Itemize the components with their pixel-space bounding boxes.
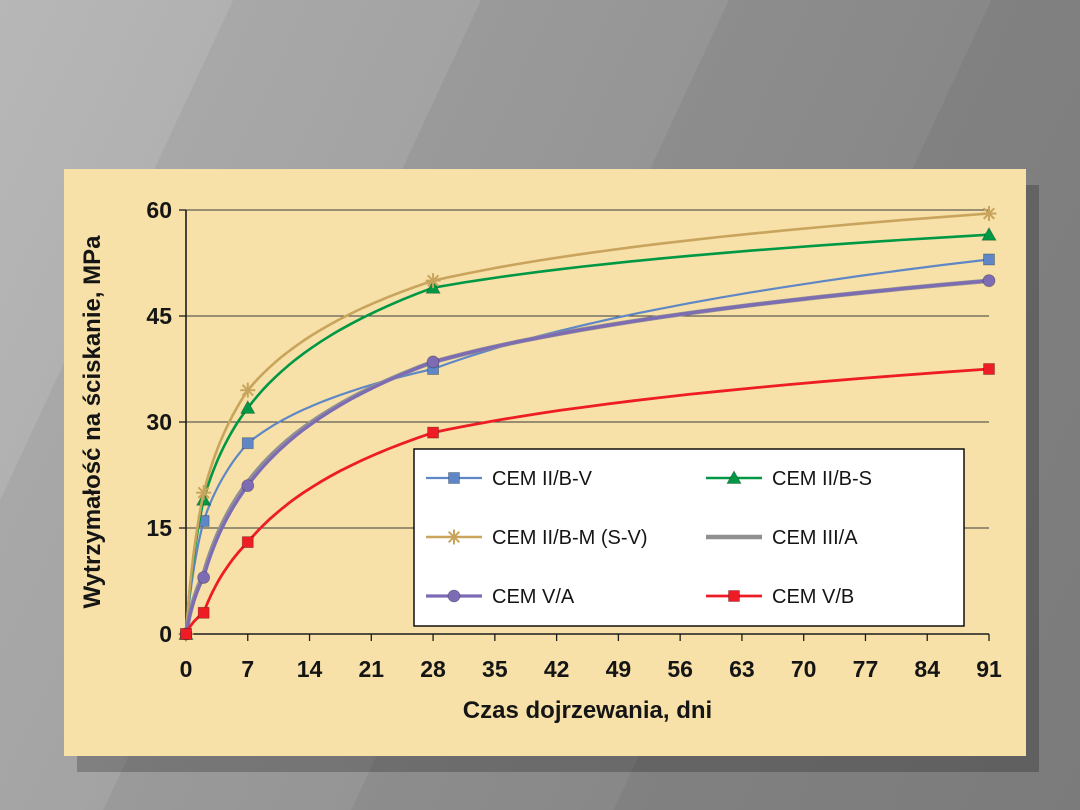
x-tick-label: 91: [976, 656, 1002, 682]
x-tick-label: 49: [606, 656, 632, 682]
marker-circle: [197, 571, 211, 584]
marker-square: [197, 606, 210, 619]
marker-circle: [241, 479, 255, 493]
marker-triangle: [240, 400, 256, 414]
x-tick-label: 0: [180, 656, 193, 682]
asterisk-arm: [447, 530, 461, 544]
y-tick-label: 30: [146, 409, 172, 435]
asterisk-arm: [982, 207, 996, 220]
x-axis-title: Czas dojrzewania, dni: [463, 697, 712, 724]
y-tick-label: 60: [146, 197, 172, 223]
legend-entry: CEM V/A: [426, 586, 575, 608]
legend-label: CEM III/A: [772, 527, 858, 549]
marker-asterisk: [196, 485, 212, 501]
marker-circle: [447, 589, 461, 603]
strength-chart: 0 7 14 21 28 35 42 49 56 63 70 77 84 91 0 15 30 45 60 Czas …: [79, 197, 1002, 724]
chart-panel: 0 7 14 21 28 35 42 49 56 63 70 77 84 91 0 15 30 45 60 Czas …: [64, 169, 1026, 756]
x-tick-label: 84: [914, 656, 940, 682]
marker-triangle: [726, 470, 742, 484]
legend-label: CEM II/B-S: [772, 468, 872, 490]
legend-entry: CEM II/B-M (S-V): [426, 527, 648, 549]
marker-square: [241, 536, 254, 549]
marker-square: [728, 590, 740, 602]
x-tick-label: 28: [420, 656, 446, 682]
legend-label: CEM V/B: [772, 586, 854, 608]
legend-label: CEM V/A: [492, 586, 575, 608]
marker-triangle: [981, 226, 997, 241]
y-tick-label: 0: [159, 621, 172, 647]
x-tick-label: 35: [482, 656, 508, 682]
legend-entry: CEM V/B: [706, 586, 854, 608]
legend-box: [413, 448, 965, 627]
x-tick-label: 63: [729, 656, 755, 682]
x-tick-label: 42: [544, 656, 570, 682]
x-tick-label: 21: [359, 656, 385, 682]
legend-label: CEM II/B-M (S-V): [492, 527, 648, 549]
x-tick-label: 77: [853, 656, 879, 682]
legend-entry: CEM III/A: [706, 527, 858, 549]
legend-label: CEM II/B-V: [492, 468, 593, 490]
x-tick-label: 70: [791, 656, 817, 682]
legend-entry: CEM II/B-S: [706, 468, 872, 490]
marker-square: [427, 426, 439, 439]
marker-square: [448, 472, 460, 484]
x-tick-label: 56: [667, 656, 693, 682]
asterisk-arm: [197, 486, 210, 499]
y-tick-label: 15: [146, 515, 172, 541]
legend-entry: CEM II/B-V: [426, 468, 593, 490]
y-tick-label: 45: [146, 303, 172, 329]
marker-circle: [426, 355, 440, 369]
marker-square: [180, 628, 192, 640]
x-tick-label: 7: [241, 656, 254, 682]
marker-asterisk: [446, 529, 462, 545]
x-tick-label: 14: [297, 656, 323, 682]
marker-asterisk: [981, 206, 997, 222]
marker-square: [983, 363, 995, 375]
marker-asterisk: [425, 273, 441, 289]
asterisk-arm: [241, 384, 254, 397]
marker-asterisk: [240, 382, 256, 398]
marker-circle: [982, 274, 996, 288]
asterisk-arm: [427, 274, 440, 287]
y-axis-title: Wytrzymałość na ściskanie, MPa: [79, 235, 106, 609]
marker-square: [983, 253, 995, 266]
marker-square: [241, 437, 254, 450]
